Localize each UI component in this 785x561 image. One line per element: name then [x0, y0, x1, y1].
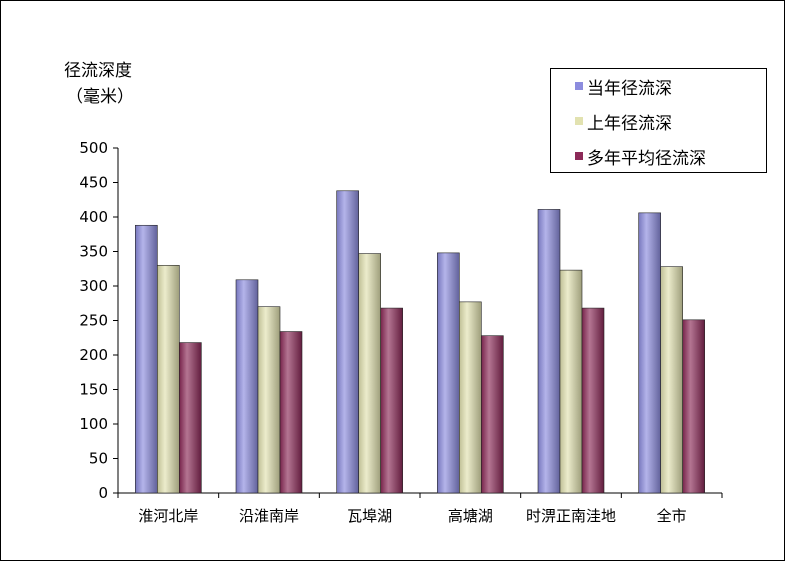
y-tick-label: 250 [79, 312, 108, 330]
bar-series-1-1 [135, 224, 158, 494]
x-category-label: 全市 [657, 507, 687, 525]
bar-series-1-5 [537, 209, 561, 494]
legend-swatch-series-2 [575, 117, 583, 125]
legend-label-series-1: 当年径流深 [587, 78, 672, 99]
bar-series-2-2 [257, 306, 281, 494]
legend-label-series-2: 上年径流深 [587, 113, 672, 134]
bar-series-2-6 [660, 266, 683, 494]
legend-item-series-3: 多年平均径流深 [575, 144, 706, 169]
bar-series-3-2 [279, 331, 303, 494]
y-tick-label: 50 [89, 450, 108, 468]
bar-series-1-6 [638, 212, 661, 494]
bar-series-2-3 [358, 253, 381, 494]
y-tick-label: 300 [79, 277, 108, 295]
legend-item-series-2: 上年径流深 [575, 109, 672, 134]
y-tick-label: 100 [79, 415, 108, 433]
y-axis-label: 径流深度 [64, 61, 132, 81]
bar-series-1-4 [437, 252, 460, 494]
bar-series-1-3 [336, 190, 359, 494]
bar-series-3-4 [481, 335, 504, 494]
legend: 当年径流深 上年径流深 多年平均径流深 [550, 68, 767, 173]
x-category-label: 沿淮南岸 [239, 507, 299, 525]
legend-swatch-series-1 [575, 82, 583, 90]
bar-series-3-1 [179, 342, 202, 494]
bar-series-2-5 [559, 269, 583, 494]
y-axis-unit-label: （毫米） [66, 87, 134, 107]
bar-series-3-5 [581, 307, 605, 494]
y-tick-label: 200 [79, 346, 108, 364]
bar-series-3-6 [682, 319, 705, 494]
x-category-label: 瓦埠湖 [347, 507, 392, 525]
y-tick-label: 350 [79, 243, 108, 261]
legend-label-series-3: 多年平均径流深 [587, 148, 706, 169]
y-tick-label: 0 [98, 484, 108, 502]
bar-series-1-2 [235, 279, 259, 494]
y-tick-label: 450 [79, 174, 108, 192]
y-tick-label: 150 [79, 381, 108, 399]
bar-series-2-4 [459, 301, 482, 494]
legend-swatch-series-3 [575, 152, 583, 160]
x-category-label: 淮河北岸 [138, 507, 198, 525]
y-tick-label: 500 [79, 139, 108, 157]
bar-series-2-1 [157, 264, 180, 494]
bar-series-3-3 [380, 307, 403, 494]
legend-item-series-1: 当年径流深 [575, 74, 672, 99]
x-category-label: 时淠正南洼地 [526, 507, 616, 525]
x-category-label: 高塘湖 [448, 507, 493, 525]
y-tick-label: 400 [79, 208, 108, 226]
